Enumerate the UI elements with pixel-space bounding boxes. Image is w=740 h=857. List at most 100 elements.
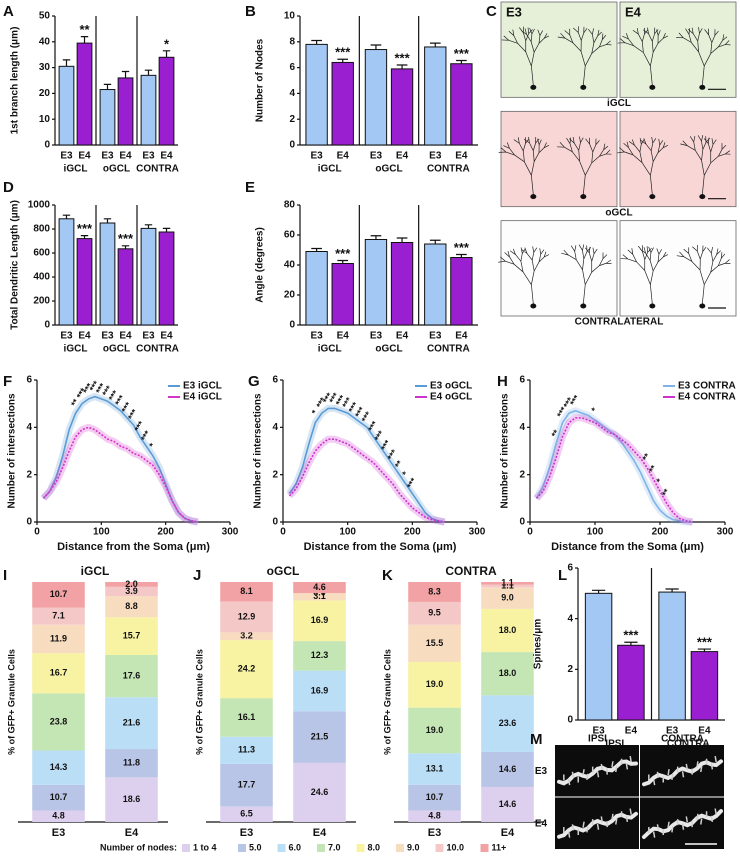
value-label: 1.1 [501, 580, 514, 590]
bar [58, 218, 75, 326]
series-line [288, 438, 445, 523]
y-tick-label: 2 [567, 664, 573, 675]
y-tick-label: 0 [26, 517, 32, 528]
stack-segment [481, 652, 534, 696]
legend-title: Number of nodes: [100, 842, 177, 852]
stack-segment [105, 697, 158, 750]
image-tile [619, 220, 737, 317]
group-label: iGCL [318, 344, 342, 355]
bar [158, 231, 175, 326]
stack-segment [32, 810, 85, 822]
error-bar [162, 50, 171, 58]
neuron-sketch [498, 136, 550, 195]
value-label: 9.0 [501, 592, 514, 602]
legend-label: 1 to 4 [193, 842, 217, 852]
value-label: 16.7 [50, 668, 68, 678]
error-bar [80, 36, 89, 44]
stack-segment [32, 582, 85, 608]
value-label: 4.8 [428, 811, 441, 821]
bar [58, 65, 75, 146]
column-label: E4 [625, 4, 642, 19]
stack-segment [105, 586, 158, 597]
legend-swatch [238, 844, 246, 852]
soma [699, 84, 706, 90]
x-tick-label: E3 [142, 151, 155, 162]
stack-segment [220, 806, 273, 822]
y-tick-label: 0 [44, 140, 50, 151]
stack-segment [32, 784, 85, 811]
y-tick-label: 2 [289, 114, 295, 125]
y-tick-label: 80 [284, 200, 296, 211]
legend-label: 7.0 [328, 842, 341, 852]
column-label: CONTRA [661, 734, 704, 745]
significance: *** [314, 395, 328, 410]
y-tick-label: 0 [272, 517, 278, 528]
y-tick-label: 0 [519, 517, 525, 528]
bar [76, 238, 93, 326]
stack-segment [481, 695, 534, 752]
stack-segment [408, 624, 461, 662]
stack-segment [105, 777, 158, 822]
spines [648, 755, 717, 786]
error-bar [429, 239, 441, 244]
value-label: 4.8 [52, 811, 65, 821]
panel-letter: D [3, 179, 14, 196]
x-tick-label: E4 [78, 151, 91, 162]
x-tick-label: E3 [101, 151, 114, 162]
panel-letter: E [245, 179, 255, 196]
legend-swatch [182, 844, 190, 852]
significance: *** [555, 405, 569, 420]
value-label: 11.9 [50, 633, 67, 643]
value-label: 15.5 [426, 638, 444, 648]
significance: *** [347, 400, 361, 415]
soma [530, 194, 537, 200]
significance: *** [107, 388, 121, 403]
stack-segment [105, 654, 158, 698]
stack-segment [408, 784, 461, 811]
significance: * [589, 405, 600, 413]
legend-label: 11+ [492, 842, 507, 852]
stack-segment [481, 582, 534, 585]
bar [99, 89, 116, 146]
legend-swatch [480, 844, 489, 852]
stack-segment [408, 662, 461, 708]
significance: ** [549, 428, 561, 439]
value-label: 3.9 [125, 586, 138, 596]
significance: * [400, 469, 411, 477]
panel-letter: K [382, 567, 393, 584]
neuron-sketch [617, 136, 669, 195]
error-bar [311, 247, 322, 252]
value-label: 16.9 [311, 685, 329, 695]
neuron-sketch [498, 246, 550, 305]
value-label: 12.9 [238, 611, 256, 621]
group-label: CONTRA [427, 164, 470, 175]
series-line [288, 407, 445, 523]
y-tick-label: 2 [26, 469, 32, 480]
bar [99, 222, 116, 326]
stack-segment [293, 582, 346, 594]
soma [580, 303, 587, 309]
soma [530, 84, 537, 90]
value-label: 18.0 [499, 668, 517, 678]
x-axis-label: Distance from the Soma (μm) [551, 541, 704, 553]
x-tick-label: E3 [60, 331, 73, 342]
y-tick-label: 6 [272, 375, 278, 386]
row-label: iGCL [607, 98, 631, 109]
x-tick-label: E3 [101, 331, 114, 342]
panel-title: oGCL [267, 564, 300, 578]
neuron-sketch [617, 27, 669, 86]
value-label: 21.5 [311, 731, 329, 741]
value-label: 15.7 [123, 630, 141, 640]
bar [584, 592, 613, 721]
y-tick-label: 4 [26, 422, 32, 433]
x-tick-label: E4 [160, 331, 173, 342]
spines [563, 755, 632, 786]
panel-title: CONTRA [445, 564, 497, 578]
y-tick-label: 30 [39, 62, 51, 73]
significance: *** [327, 391, 341, 406]
dendrite [642, 759, 723, 787]
value-label: 4.6 [313, 582, 326, 592]
x-tick-label: E3 [592, 726, 605, 737]
value-label: 23.8 [50, 716, 68, 726]
x-tick-label: E3 [666, 726, 679, 737]
